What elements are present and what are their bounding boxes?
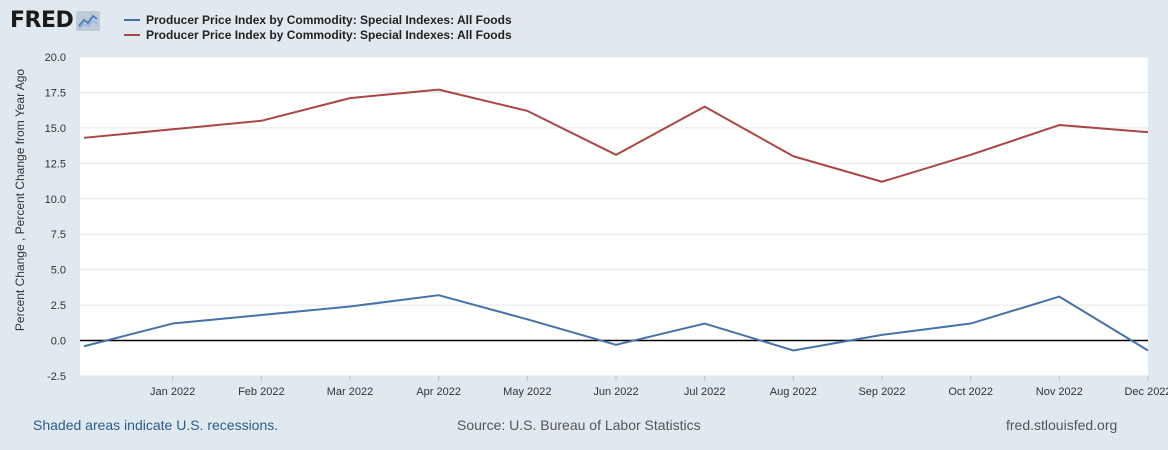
chart-legend: Producer Price Index by Commodity: Speci… — [124, 12, 512, 42]
fred-wordmark: FRED — [10, 8, 74, 33]
x-tick-label: Nov 2022 — [1036, 386, 1083, 398]
x-tick-label: Oct 2022 — [948, 386, 993, 398]
x-tick-label: May 2022 — [503, 386, 551, 398]
y-tick-label: 12.5 — [45, 158, 66, 170]
x-tick-label: Sep 2022 — [858, 386, 905, 398]
x-tick-label: Feb 2022 — [238, 386, 284, 398]
y-tick-label: 5.0 — [51, 265, 66, 277]
x-tick-label: Apr 2022 — [416, 386, 461, 398]
legend-swatch-blue — [124, 18, 140, 21]
y-tick-label: 2.5 — [51, 300, 66, 312]
site-link[interactable]: fred.stlouisfed.org — [1006, 417, 1118, 433]
y-axis-label: Percent Change , Percent Change from Yea… — [13, 68, 27, 332]
legend-label: Producer Price Index by Commodity: Speci… — [146, 27, 512, 42]
legend-item: Producer Price Index by Commodity: Speci… — [124, 27, 512, 42]
y-tick-label: 20.0 — [45, 52, 66, 64]
y-tick-label: 17.5 — [45, 87, 66, 99]
plot-area — [80, 57, 1148, 376]
x-tick-label: Jun 2022 — [593, 386, 638, 398]
series-line-red — [83, 88, 1149, 183]
x-tick-label: Dec 2022 — [1124, 386, 1168, 398]
recessions-note-link[interactable]: Shaded areas indicate U.S. recessions. — [33, 417, 279, 433]
series-line-blue — [83, 294, 1149, 352]
legend-swatch-red — [124, 33, 140, 36]
y-tick-label: -2.5 — [47, 371, 66, 383]
fred-logo[interactable]: FRED — [10, 8, 101, 34]
x-tick-label: Aug 2022 — [770, 386, 817, 398]
y-tick-label: 15.0 — [45, 123, 66, 135]
y-tick-label: 10.0 — [45, 194, 66, 206]
y-tick-label: 7.5 — [51, 229, 66, 241]
legend-item: Producer Price Index by Commodity: Speci… — [124, 12, 512, 27]
x-tick-label: Jul 2022 — [684, 386, 726, 398]
legend-label: Producer Price Index by Commodity: Speci… — [146, 12, 512, 27]
x-tick-label: Mar 2022 — [327, 386, 373, 398]
y-tick-label: 0.0 — [51, 336, 66, 348]
source-text: Source: U.S. Bureau of Labor Statistics — [457, 417, 701, 433]
fred-graph-icon — [76, 11, 101, 31]
x-tick-label: Jan 2022 — [150, 386, 195, 398]
